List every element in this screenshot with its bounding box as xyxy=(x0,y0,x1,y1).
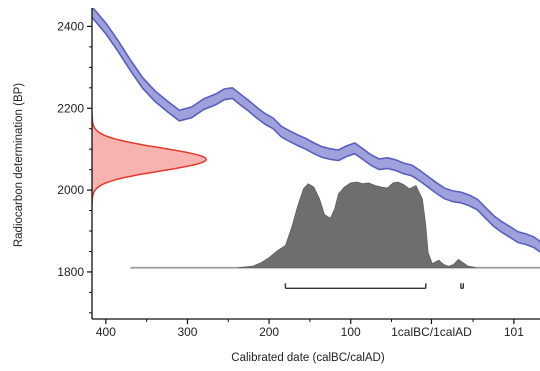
measurement-fill xyxy=(92,113,207,206)
axes: 2400 2200 2000 1800 400 300 200 100 1calBC/1calA… xyxy=(57,8,540,339)
x-tick-label: 101 xyxy=(504,325,524,339)
hpd-range-1 xyxy=(284,283,427,290)
y-tick-label: 2200 xyxy=(57,101,84,115)
plot-area xyxy=(92,8,540,290)
y-tick-label: 2000 xyxy=(57,183,84,197)
y-tick-label: 2400 xyxy=(57,19,84,33)
x-tick-label: 200 xyxy=(259,325,279,339)
y-tick-label: 1800 xyxy=(57,265,84,279)
x-tick-label: 300 xyxy=(177,325,197,339)
x-axis-label: Calibrated date (calBC/calAD) xyxy=(231,352,385,364)
x-tick-label: 400 xyxy=(96,325,116,339)
calibration-curve-upper xyxy=(92,8,540,242)
hpd-range-2 xyxy=(460,283,464,290)
plot-content xyxy=(92,8,540,270)
y-axis-label: Radiocarbon determination (BP) xyxy=(13,83,25,247)
measurement-curve xyxy=(92,113,208,206)
calibration-curve-lower xyxy=(92,16,540,253)
x-tick-label: 1calBC/1calAD xyxy=(391,325,472,339)
calibrated-distribution xyxy=(130,181,540,269)
x-tick-label: 100 xyxy=(341,325,361,339)
